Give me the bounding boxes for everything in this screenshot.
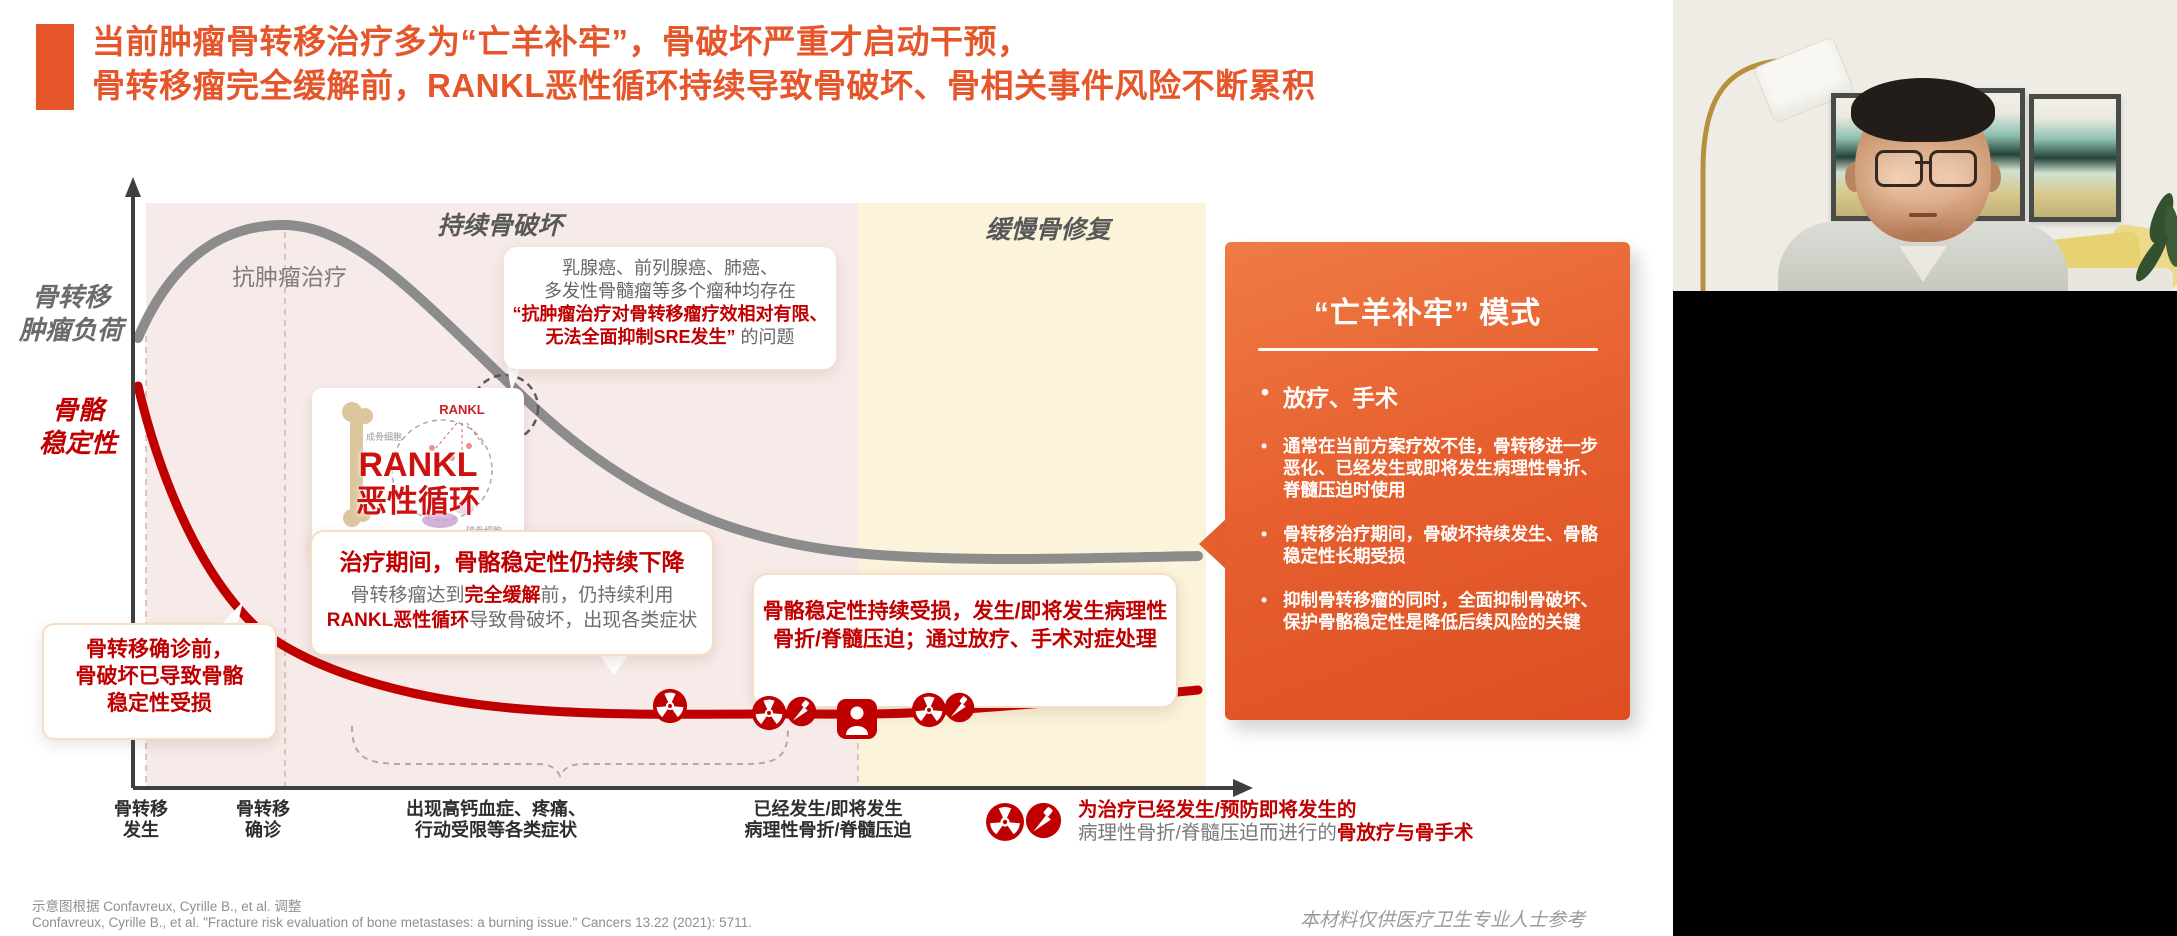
source-citation: 示意图根据 Confavreux, Cyrille B., et al. 调整 … <box>32 899 752 930</box>
radiotherapy-icon <box>652 688 688 724</box>
y-axis-label-bone-stability: 骨骼 稳定性 <box>38 395 117 458</box>
bullet-item: • 抑制骨转移瘤的同时，全面抑制骨破坏、保护骨骼稳定性是降低后续风险的关键 <box>1261 590 1598 632</box>
mode-panel: “亡羊补牢” 模式 • 放疗、手术 • 通常在当前方案疗效不佳，骨转移进一步恶化、已… <box>1225 242 1630 720</box>
bone-icon <box>342 402 373 527</box>
rankl-cycle-title: RANKL 恶性循环 <box>356 446 480 519</box>
title-accent-bar <box>36 24 74 110</box>
treatment-period-box: 治疗期间，骨骼稳定性仍持续下降 骨转移瘤达到完全缓解前，仍持续利用 RANKL恶… <box>310 530 714 656</box>
hcp-disclaimer: 本材料仅供医疗卫生专业人士参考 <box>1299 910 1585 931</box>
video-panel <box>1673 0 2177 936</box>
legend-surgery-icon <box>1025 802 1062 839</box>
phase-label-destruction: 持续骨破坏 <box>437 212 563 240</box>
glasses-lens <box>1875 150 1923 187</box>
pillow <box>2061 268 2173 291</box>
tumor-box-line1: 乳腺癌、前列腺癌、肺癌、 <box>562 258 778 278</box>
bullet-item: • 骨转移治疗期间，骨破坏持续发生、骨骼稳定性长期受损 <box>1261 524 1598 566</box>
mode-panel-tail <box>1199 518 1227 570</box>
anti-tumor-therapy-label: 抗肿瘤治疗 <box>232 264 347 290</box>
slide-title: 当前肿瘤骨转移治疗多为“亡羊补牢”，骨破坏严重才启动干预， 骨转移瘤完全缓解前，… <box>92 20 1315 108</box>
tumor-box-line4: 无法全面抑制SRE发生” 的问题 <box>545 327 795 347</box>
legend-text: 为治疗已经发生/预防即将发生的 病理性骨折/脊髓压迫而进行的骨放疗与骨手术 <box>1078 799 1474 844</box>
surgery-icon <box>786 696 817 727</box>
treatment-box-title: 治疗期间，骨骼稳定性仍持续下降 <box>339 549 685 575</box>
slide-title-line1: 当前肿瘤骨转移治疗多为“亡羊补牢”，骨破坏严重才启动干预， <box>92 23 1031 60</box>
legend-radiotherapy-icon <box>985 802 1025 842</box>
stability-damage-box: 骨骼稳定性持续受损，发生/即将发生病理性 骨折/脊髓压迫；通过放疗、手术对症处理 <box>752 573 1178 708</box>
slide-title-line2: 骨转移瘤完全缓解前，RANKL恶性循环持续导致骨破坏、骨相关事件风险不断累积 <box>92 67 1316 104</box>
prediagnosis-box: 骨转移确诊前， 骨破坏已导致骨骼 稳定性受损 <box>42 623 277 740</box>
mode-panel-title: “亡羊补牢” 模式 <box>1313 297 1542 330</box>
tumor-types-box: 乳腺癌、前列腺癌、肺癌、 多发性骨髓瘤等多个瘤种均存在 “抗肿瘤治疗对骨转移瘤疗… <box>503 246 837 370</box>
x-axis-label: 骨转移 发生 <box>114 799 168 840</box>
treatment-box-body: 骨转移瘤达到完全缓解前，仍持续利用 RANKL恶性循环导致骨破坏，出现各类症状 <box>326 585 698 631</box>
y-axis-label-tumor-burden: 骨转移 肿瘤负荷 <box>18 282 123 345</box>
speaker-mouth <box>1909 213 1937 217</box>
wall-art-frame <box>2029 94 2121 222</box>
osteoblast-label: 成骨细胞 <box>366 431 402 442</box>
x-axis-label: 骨转移 确诊 <box>236 799 290 840</box>
rankl-cycle-box: RANKL 成骨细胞 破骨细胞 RANKL 恶性循环 <box>312 388 524 558</box>
mode-panel-bullets: • 放疗、手术 • 通常在当前方案疗效不佳，骨转移进一步恶化、已经发生或即将发生病理… <box>1261 379 1600 633</box>
glasses-bridge <box>1915 161 1931 164</box>
rankl-diagram-label: RANKL <box>439 402 485 417</box>
x-axis-label: 出现高钙血症、疼痛、 行动受限等各类症状 <box>406 799 586 840</box>
mode-panel-divider <box>1257 348 1598 351</box>
glasses-lens <box>1929 150 1977 187</box>
tumor-box-line3: “抗肿瘤治疗对骨转移瘤疗效相对有限、 <box>512 304 828 324</box>
x-axis-label: 已经发生/即将发生 病理性骨折/脊髓压迫 <box>744 799 912 840</box>
shared-slide: 当前肿瘤骨转移治疗多为“亡羊补牢”，骨破坏严重才启动干预， 骨转移瘤完全缓解前，… <box>0 0 1673 936</box>
radiotherapy-icon <box>751 695 787 731</box>
webcam-video[interactable] <box>1673 0 2177 291</box>
patient-icon <box>835 697 879 741</box>
bullet-item: • 通常在当前方案疗效不佳，骨转移进一步恶化、已经发生或即将发生病理性骨折、脊髓压… <box>1261 436 1598 500</box>
radiotherapy-icon <box>911 692 947 728</box>
speaker-hair <box>1851 78 1995 142</box>
surgery-icon <box>944 692 975 723</box>
bullet-item: • 放疗、手术 <box>1261 379 1398 411</box>
phase-label-repair: 缓慢骨修复 <box>985 216 1111 244</box>
tumor-box-line2: 多发性骨髓瘤等多个瘤种均存在 <box>544 281 796 301</box>
